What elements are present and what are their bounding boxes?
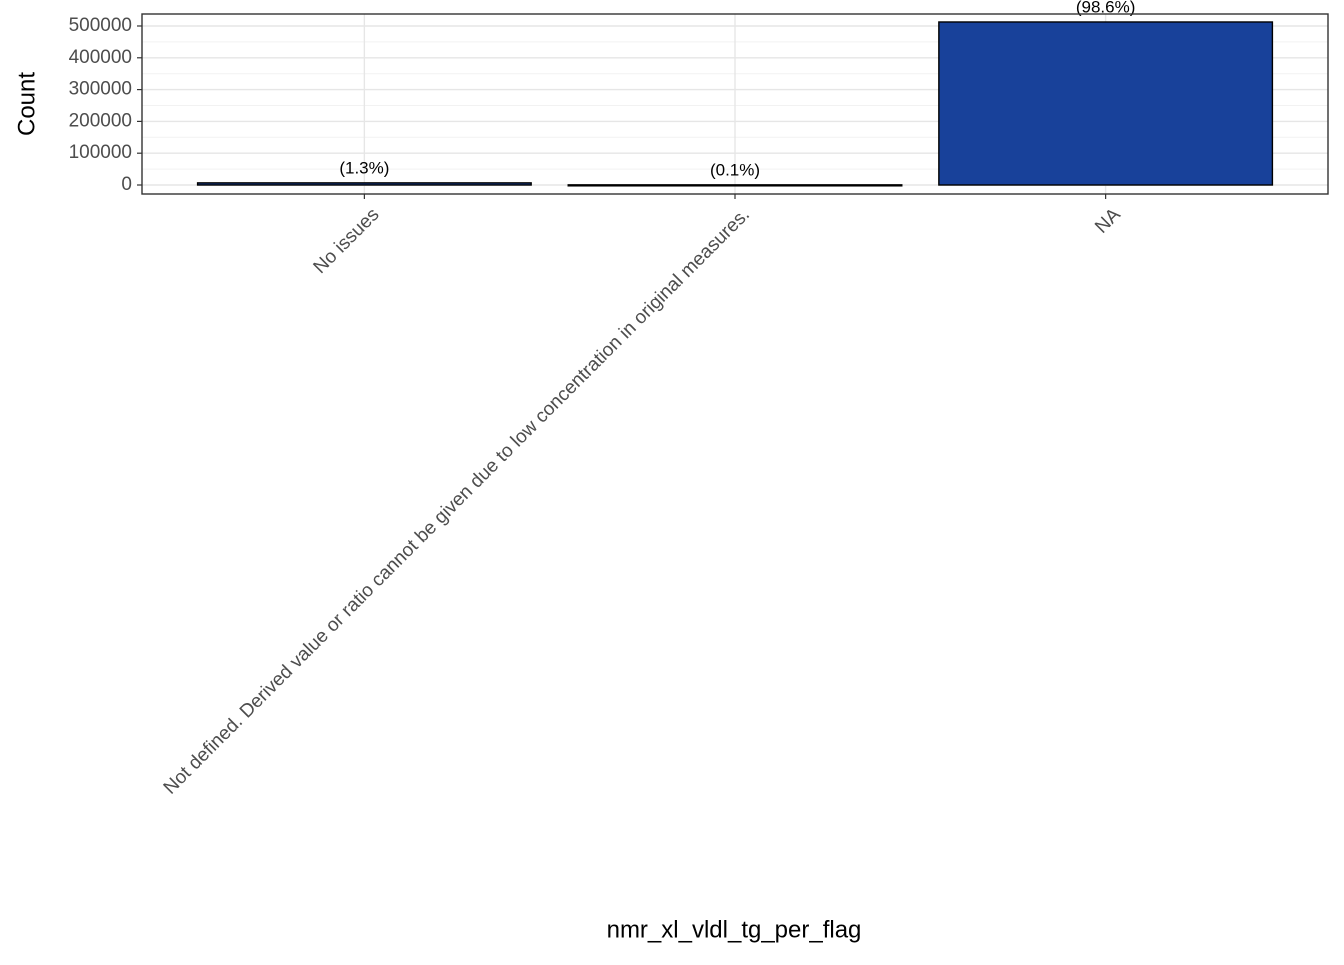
x-axis-title: nmr_xl_vldl_tg_per_flag [607,916,862,943]
bar [938,21,1274,186]
bar [567,184,903,187]
y-tick-label: 0 [121,174,132,195]
value-label: (0.1%) [710,160,760,179]
y-tick-label: 200000 [69,110,132,131]
x-tick-label: No issues [310,204,384,278]
panel-border [141,13,1329,195]
y-tick-label: 300000 [69,79,132,100]
x-tick-label: Not defined. Derived value or ratio cann… [160,204,754,798]
y-tick-label: 400000 [69,47,132,68]
y-axis-title: Count [13,72,40,136]
y-tick-label: 100000 [69,142,132,163]
y-tick-label: 500000 [69,15,132,36]
value-label: (98.6%) [1076,0,1136,16]
bar [196,182,532,186]
x-tick-label: NA [1091,204,1125,238]
value-label: (1.3%) [339,158,389,177]
